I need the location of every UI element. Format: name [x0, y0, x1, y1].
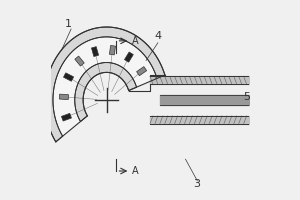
Polygon shape [110, 45, 116, 55]
Polygon shape [53, 37, 157, 136]
Text: 5: 5 [243, 92, 250, 102]
Polygon shape [64, 73, 74, 81]
Polygon shape [124, 52, 133, 62]
Polygon shape [59, 94, 68, 100]
Polygon shape [136, 67, 147, 76]
Text: 3: 3 [194, 179, 200, 189]
Polygon shape [61, 113, 71, 121]
Polygon shape [75, 63, 136, 121]
Polygon shape [92, 47, 99, 57]
Text: A: A [132, 166, 139, 176]
Text: 4: 4 [154, 31, 161, 41]
Polygon shape [45, 27, 165, 142]
Text: A: A [132, 36, 139, 46]
Polygon shape [75, 56, 84, 66]
Text: 1: 1 [65, 19, 72, 29]
